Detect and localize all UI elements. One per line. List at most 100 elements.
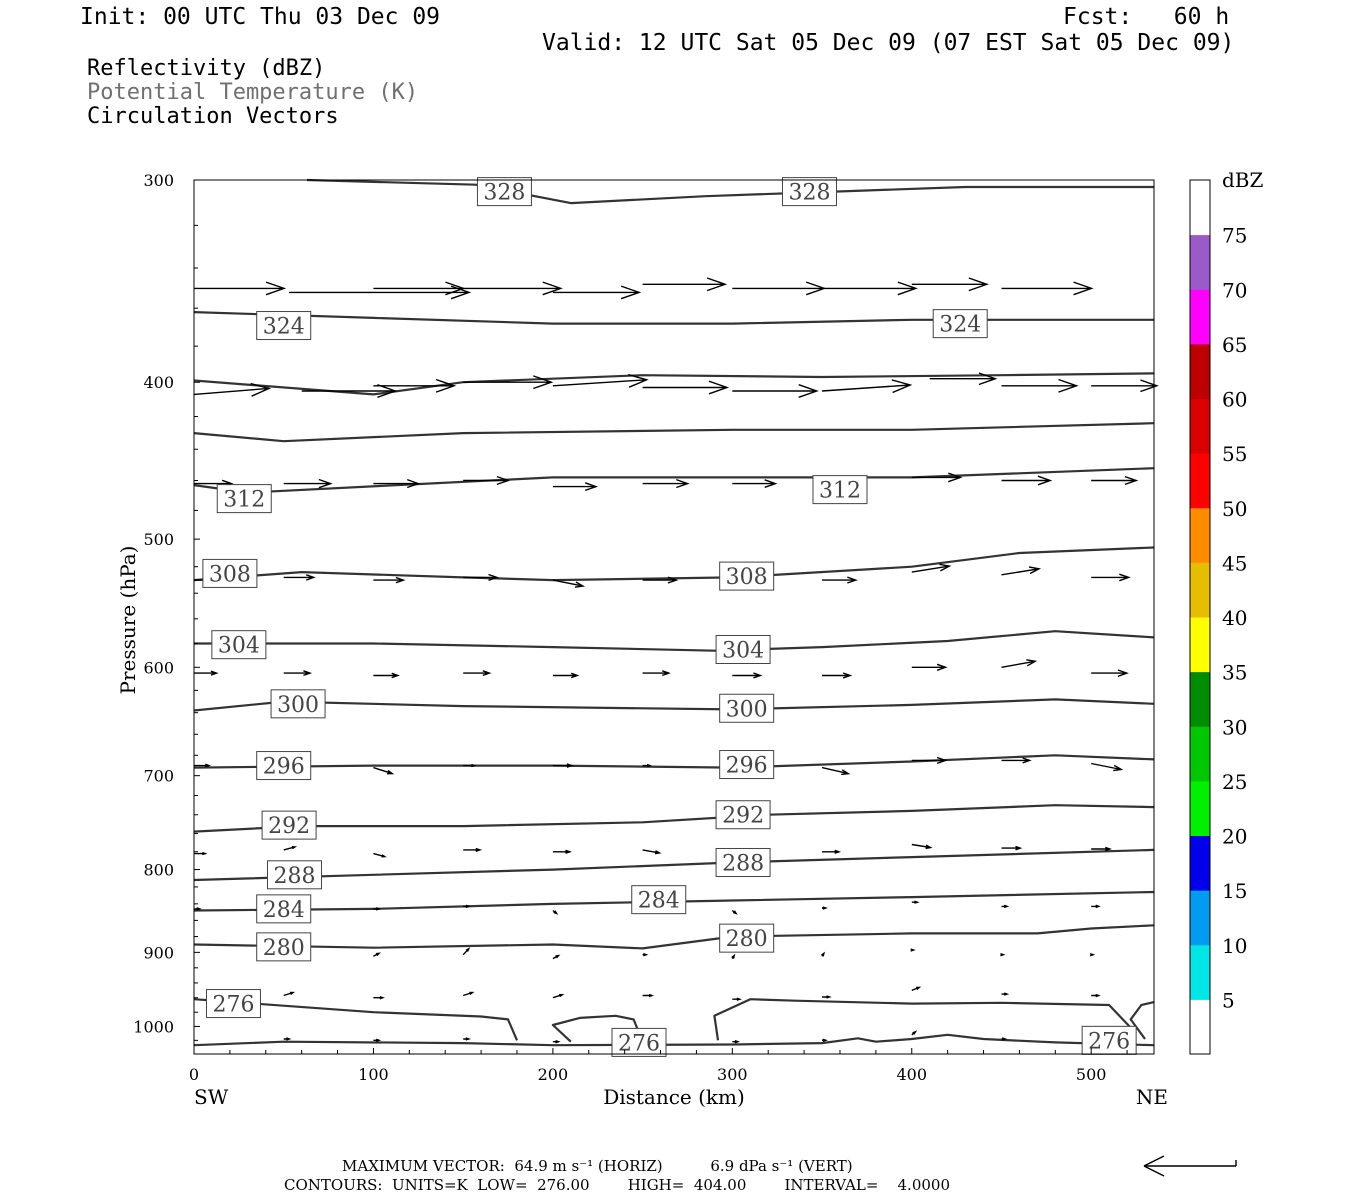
contour-label: 300: [270, 689, 326, 719]
contour-label: 296: [719, 750, 775, 780]
contour-label-text: 308: [209, 562, 251, 587]
circulation-vector: [911, 563, 952, 573]
circulation-vector: [1001, 378, 1079, 393]
contour-label: 288: [715, 847, 771, 877]
contour-label-box: [266, 860, 322, 890]
circulation-vector: [642, 993, 655, 998]
circulation-vector: [463, 1037, 471, 1041]
contour-label: 280: [256, 932, 312, 962]
circulation-vector: [194, 281, 287, 296]
contour-label-text: 304: [722, 639, 764, 664]
circulation-vector: [1089, 952, 1096, 957]
contour-label-text: 300: [726, 697, 768, 722]
circulation-vector: [822, 576, 858, 584]
colorbar-segment: [1190, 944, 1210, 1000]
circulation-vector: [822, 1038, 828, 1043]
colorbar-label: 45: [1222, 551, 1247, 575]
circulation-vector: [1091, 669, 1129, 677]
colorbar-segment: [1190, 507, 1210, 563]
circulation-vector: [731, 953, 736, 959]
contour-label: 292: [261, 810, 317, 840]
circulation-vector: [552, 672, 580, 679]
colorbar-label: 40: [1222, 606, 1247, 630]
colorbar-label: 35: [1222, 661, 1247, 685]
y-axis-label: Pressure (hPa): [116, 546, 140, 695]
y-tick-label: 400: [143, 373, 174, 392]
contour-label-text: 280: [726, 927, 768, 952]
valid-time: Valid: 12 UTC Sat 05 Dec 09 (07 EST Sat …: [542, 30, 1235, 56]
theta-contour-line: [193, 848, 1155, 882]
contour-label-box: [715, 847, 771, 877]
circulation-vector: [1091, 379, 1159, 393]
colorbar-segment: [1190, 780, 1210, 836]
contour-label: 312: [216, 484, 272, 514]
circulation-vector: [642, 849, 662, 855]
circulation-vector: [552, 849, 572, 854]
colorbar-label: 70: [1222, 278, 1247, 302]
colorbar-label: 55: [1222, 442, 1247, 466]
circulation-vector: [911, 472, 963, 483]
colorbar-label: 65: [1222, 333, 1247, 357]
colorbar-label: 50: [1222, 497, 1247, 521]
x-axis-label: Distance (km): [603, 1085, 745, 1109]
circulation-vector: [463, 847, 483, 853]
contour-label-box: [202, 558, 258, 588]
colorbar-segment: [1190, 835, 1210, 891]
contour-label-box: [719, 561, 775, 591]
contour-label-box: [719, 923, 775, 953]
theta-contour-line: [193, 698, 1155, 712]
circulation-vector: [373, 952, 381, 957]
legend-potential-temperature: Potential Temperature (K): [87, 80, 419, 105]
circulation-vector: [642, 277, 728, 292]
circulation-vector: [552, 579, 585, 588]
contour-label-box: [256, 894, 312, 924]
x-tick-label: 200: [538, 1065, 569, 1084]
colorbar-label: 5: [1222, 988, 1235, 1012]
circulation-vector: [193, 382, 272, 397]
circulation-vector: [910, 948, 916, 952]
colorbar-label: 15: [1222, 879, 1247, 903]
circulation-vector: [642, 670, 671, 677]
circulation-vector: [194, 670, 219, 676]
theta-contours: [193, 178, 1155, 1047]
circulation-vector: [732, 281, 827, 296]
theta-contour-line: [193, 546, 1155, 582]
contour-label: 284: [256, 894, 312, 924]
contour-label-text: 308: [726, 565, 768, 590]
circulation-vector: [373, 672, 400, 679]
circulation-vector: [373, 1038, 382, 1043]
circulation-vector: [301, 384, 398, 398]
contour-label-text: 328: [483, 181, 525, 206]
x-tick-label: 100: [358, 1065, 389, 1084]
colorbar-label: 20: [1222, 825, 1247, 849]
contour-label-box: [719, 750, 775, 780]
circulation-vector: [1091, 573, 1131, 582]
contour-label-text: 312: [819, 479, 861, 504]
circulation-vector: [822, 995, 832, 999]
theta-contour-line: [193, 372, 1155, 396]
theta-contour-line: [193, 1033, 1155, 1047]
circulation-vector: [911, 986, 922, 992]
circulation-vector: [820, 951, 826, 957]
contour-label-box: [256, 751, 312, 781]
legend-circulation-vectors: Circulation Vectors: [87, 104, 339, 129]
circulation-vector: [1001, 475, 1053, 486]
x-tick-label: 400: [896, 1065, 927, 1084]
contour-label: 288: [266, 860, 322, 890]
contour-label-box: [812, 475, 868, 505]
contour-label: 276: [611, 1027, 667, 1057]
x-axis-ticks: 0 100 200 300 400 500: [189, 1048, 1128, 1084]
circulation-vector: [911, 1030, 918, 1036]
theta-contour-line: [193, 754, 1155, 769]
colorbar-title: dBZ: [1222, 168, 1264, 192]
circulation-vector: [552, 993, 565, 999]
circulation-vector: [821, 379, 913, 394]
circulation-vector: [1000, 952, 1006, 957]
colorbar-label: 10: [1222, 934, 1247, 958]
circulation-vector: [283, 574, 316, 581]
contour-labels: 328 328 324 324 312 312 308 308 304 304 300 300 296 2…: [202, 177, 1137, 1057]
contour-label-box: [932, 309, 988, 339]
reference-vector-arrow: [1143, 1155, 1237, 1177]
circulation-vector: [1001, 757, 1032, 764]
y-tick-label: 300: [143, 171, 174, 190]
